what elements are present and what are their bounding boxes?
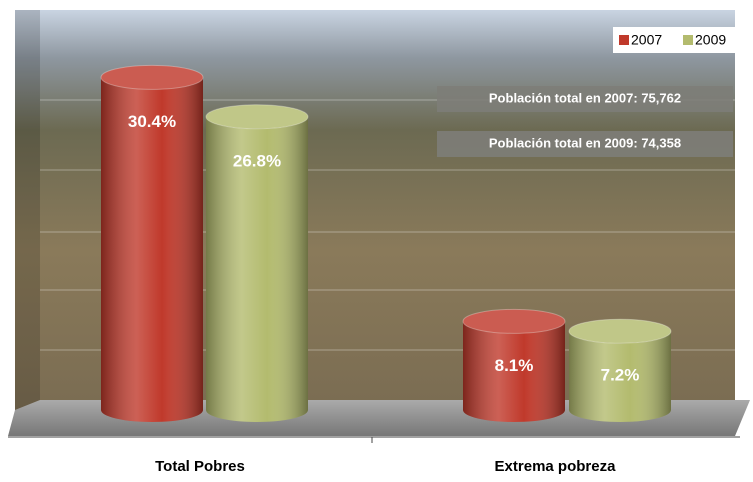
- side-wall: [15, 10, 40, 410]
- bar-top-shading: [569, 319, 671, 343]
- legend-swatch: [683, 35, 693, 45]
- data-label: 30.4%: [128, 112, 176, 131]
- page: {"chart_data":{"type":"bar","categories"…: [0, 0, 753, 477]
- x-tick-label: Extrema pobreza: [495, 458, 617, 475]
- legend: 2007 2009: [613, 27, 740, 53]
- x-tick-label: Total Pobres: [155, 458, 245, 475]
- data-label: 8.1%: [495, 356, 534, 375]
- bar-top-shading: [101, 65, 203, 89]
- data-label: 26.8%: [233, 151, 281, 170]
- legend-label: 2009: [695, 32, 726, 48]
- bar-top-shading: [206, 105, 308, 129]
- bar-top-shading: [463, 309, 565, 333]
- legend-label: 2007: [631, 32, 662, 48]
- legend-swatch: [619, 35, 629, 45]
- annotation: Población total en 2007: 75,762: [489, 90, 681, 105]
- data-label: 7.2%: [601, 366, 640, 385]
- chart: 2007 2009 Población total en 2007: 75,762…: [0, 0, 753, 477]
- annotation: Población total en 2009: 74,358: [489, 135, 681, 150]
